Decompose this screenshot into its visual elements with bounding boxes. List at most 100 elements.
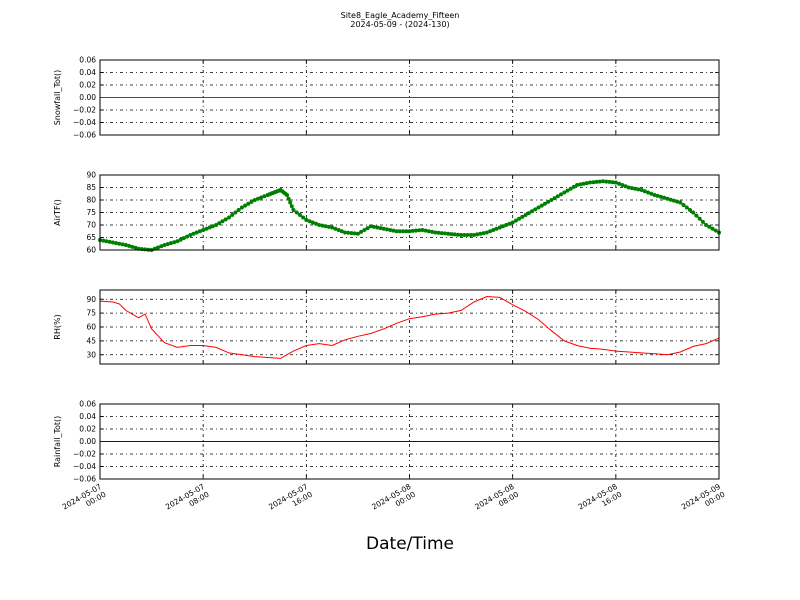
data-point — [707, 224, 712, 229]
data-point — [584, 181, 589, 186]
data-point — [675, 199, 680, 204]
plot-frame — [99, 403, 720, 480]
x-tick-labels: 2024-05-0700:00 2024-05-0708:00 2024-05-07… — [61, 482, 727, 519]
y-tick-label: −0.04 — [73, 118, 96, 127]
data-point — [607, 179, 612, 184]
y-tick-label: 45 — [86, 336, 96, 345]
data-point — [310, 220, 315, 225]
data-point — [636, 187, 641, 192]
y-tick-label: −0.04 — [73, 462, 96, 471]
data-point — [684, 205, 689, 210]
data-point — [285, 193, 289, 197]
y-axis-label: Snowfall_Tot() — [53, 70, 62, 126]
data-point — [591, 180, 596, 185]
data-point — [478, 231, 483, 236]
data-point — [523, 213, 528, 217]
data-point — [700, 219, 705, 224]
data-point — [433, 230, 438, 235]
data-point — [349, 231, 354, 236]
data-point — [691, 210, 696, 215]
data-point — [388, 228, 393, 232]
panel-2: 90 85 80 75 70 65 60 AirTF() — [53, 171, 721, 255]
panel-4: 0.06 0.04 0.02 0.00 −0.02 −0.04 −0.06 Rainfall_… — [53, 400, 720, 484]
x-tick-label: 2024-05-0808:00 — [473, 482, 520, 519]
data-point — [459, 233, 464, 237]
data-point — [630, 186, 634, 191]
data-point — [494, 226, 499, 231]
data-point — [571, 184, 576, 189]
data-point — [526, 211, 531, 216]
data-point — [504, 223, 509, 227]
data-point — [243, 203, 248, 208]
data-point — [426, 229, 431, 234]
data-point — [407, 229, 412, 234]
data-point — [372, 224, 376, 229]
data-point — [343, 230, 347, 235]
x-tick-label: 2024-05-0816:00 — [577, 482, 624, 519]
data-point — [559, 192, 563, 197]
data-point — [472, 233, 476, 237]
data-point — [423, 228, 428, 233]
data-point — [207, 225, 212, 230]
data-point — [117, 241, 122, 246]
data-point — [484, 230, 489, 235]
data-point — [710, 226, 715, 231]
y-tick-label: −0.02 — [73, 106, 96, 115]
data-point — [642, 189, 647, 194]
plot-frame — [99, 59, 720, 136]
y-tick-label: −0.06 — [73, 131, 96, 140]
data-point — [617, 181, 622, 186]
x-axis-label: Date/Time — [366, 534, 454, 554]
data-point — [430, 229, 435, 234]
y-tick-label: 0.00 — [79, 93, 96, 102]
data-point — [446, 231, 451, 236]
data-point — [517, 216, 522, 221]
data-point — [249, 199, 254, 204]
data-point — [197, 229, 202, 234]
data-point — [230, 213, 235, 217]
data-point — [562, 190, 567, 195]
chart-subtitle: 2024-05-09 - (2024-130) — [350, 20, 450, 29]
y-tick-label: −0.06 — [73, 475, 96, 484]
data-point — [488, 229, 493, 234]
data-point — [288, 200, 293, 205]
data-point — [194, 230, 199, 235]
data-point — [214, 223, 219, 227]
x-tick-label: 2024-05-0716:00 — [267, 482, 314, 519]
data-point — [323, 224, 328, 229]
data-point — [536, 205, 541, 210]
data-point — [394, 229, 399, 234]
data-point — [162, 243, 167, 247]
data-point — [594, 179, 599, 184]
data-point — [101, 238, 106, 243]
data-point — [613, 180, 618, 185]
y-axis-label: AirTF() — [53, 199, 62, 226]
data-point — [301, 215, 306, 220]
data-point — [156, 245, 160, 250]
data-point — [552, 196, 557, 201]
data-point — [481, 231, 486, 236]
data-point — [127, 243, 131, 248]
data-point — [639, 188, 644, 192]
data-point — [668, 197, 673, 202]
chart-title: Site8_Eagle_Academy_Fifteen — [340, 11, 460, 20]
data-point — [623, 184, 628, 189]
data-point — [191, 231, 196, 236]
data-point — [233, 210, 238, 215]
x-tick-label: 2024-05-0708:00 — [164, 482, 211, 519]
data-point — [671, 198, 676, 203]
data-point — [604, 179, 609, 184]
data-point — [133, 245, 138, 250]
data-point — [546, 199, 551, 204]
data-point — [178, 237, 183, 242]
data-point — [375, 225, 380, 230]
data-point — [159, 244, 164, 249]
data-point — [413, 228, 418, 233]
data-point — [704, 223, 709, 227]
data-point — [391, 228, 396, 233]
data-point — [507, 221, 512, 226]
x-tick-label: 2024-05-0700:00 — [61, 482, 108, 519]
data-point — [336, 228, 341, 232]
y-tick-label: 60 — [86, 323, 96, 332]
